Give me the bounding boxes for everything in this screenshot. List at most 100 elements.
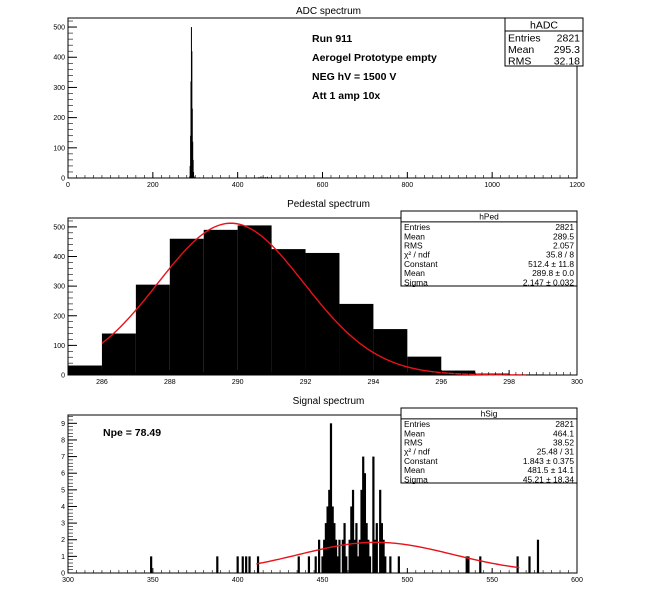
y-tick-label: 9 [61, 421, 65, 428]
y-tick-label: 300 [53, 85, 65, 92]
histogram-bar [248, 556, 251, 573]
x-tick-label: 500 [401, 577, 413, 584]
histogram-bar [365, 523, 368, 573]
fit-curve [256, 541, 520, 569]
histogram-bar [314, 556, 317, 573]
histogram-bar [345, 556, 348, 573]
stats-box [400, 210, 578, 287]
x-tick-label: 298 [503, 379, 515, 386]
x-tick-label: 292 [300, 379, 312, 386]
stats-label: RMS [404, 241, 423, 251]
histogram-bar [397, 556, 400, 573]
histogram-bar [135, 284, 170, 375]
stats-box [504, 17, 584, 67]
histogram-bar [236, 556, 239, 573]
stats-label: χ² / ndf [404, 250, 430, 260]
histogram-bar [351, 489, 355, 573]
y-tick-label: 2 [61, 537, 65, 544]
stats-value: 25.48 / 31 [537, 447, 575, 457]
stats-value: 295.3 [554, 44, 580, 56]
histogram-bar [360, 489, 363, 573]
stats-value: 464.1 [553, 428, 574, 438]
y-tick-label: 7 [61, 454, 65, 461]
stats-label: Sigma [404, 277, 428, 287]
histogram-bar [372, 456, 375, 573]
stats-value: 289.5 [553, 231, 574, 241]
stats-value: 38.52 [553, 438, 574, 448]
y-tick-label: 400 [53, 254, 65, 261]
histogram-bar [348, 539, 351, 573]
histogram-bar [245, 556, 248, 573]
histogram-bar [465, 556, 468, 573]
histogram-bar [331, 506, 334, 573]
histogram-bar [256, 556, 260, 573]
chart-title: Pedestal spectrum [287, 199, 370, 210]
histogram-bar [307, 556, 311, 573]
histogram-bar [358, 539, 361, 573]
y-tick-label: 200 [53, 115, 65, 122]
y-tick-label: 5 [61, 487, 65, 494]
histogram-bar [338, 539, 341, 573]
stats-label: Mean [404, 465, 425, 475]
stats-value: 512.4 ± 11.8 [528, 259, 574, 269]
stats-value: 2.147 ± 0.032 [523, 277, 575, 287]
stats-value: 2821 [555, 222, 574, 232]
histogram-bar [258, 177, 260, 178]
stats-label: Mean [404, 268, 425, 278]
adc-panel: ADC spectrum 0 200 400 600 800 1000 1200 0 100 200… [53, 6, 585, 189]
histogram-bar [169, 238, 204, 375]
histogram-bar [375, 523, 378, 573]
stats-value: 2.057 [553, 241, 574, 251]
histogram-bar [237, 225, 272, 375]
x-tick-label: 286 [96, 379, 108, 386]
histogram-bar [193, 171, 195, 178]
x-tick-label: 800 [401, 182, 413, 189]
stats-label: χ² / ndf [404, 447, 430, 457]
stats-label: Constant [404, 456, 438, 466]
histogram-bar [241, 556, 244, 573]
histogram-bar [193, 176, 195, 178]
histogram-bar [192, 159, 194, 178]
histogram-bar [268, 177, 270, 178]
histogram-bar [341, 539, 344, 573]
annotation-text: Aerogel Prototype empty [312, 52, 437, 64]
histogram-bar [329, 423, 333, 573]
histogram-bar [407, 356, 442, 375]
histogram-bar [326, 506, 329, 573]
histogram-bar [362, 456, 365, 573]
x-tick-label: 200 [147, 182, 159, 189]
histogram-bar [334, 539, 338, 573]
stats-label: Constant [404, 259, 438, 269]
histogram-bar [353, 539, 356, 573]
stats-value: 289.8 ± 0.0 [532, 268, 574, 278]
annotation-text: Npe = 78.49 [103, 427, 161, 439]
stats-label: Mean [404, 428, 425, 438]
x-tick-label: 600 [317, 182, 329, 189]
histogram-bar [264, 177, 266, 178]
histogram-bar [198, 177, 200, 178]
y-tick-label: 8 [61, 437, 65, 444]
histogram-bar [479, 556, 482, 573]
histogram-bar [321, 556, 324, 573]
histogram-bar [380, 523, 383, 573]
histogram-bar [339, 303, 374, 375]
x-tick-label: 300 [571, 379, 583, 386]
fit-curve [101, 222, 527, 376]
y-tick-label: 100 [53, 145, 65, 152]
stats-label: Entries [404, 419, 430, 429]
ped-panel: Pedestal spectrum 286 288 290 292 294 296 298 30… [53, 199, 583, 386]
stats-box [400, 407, 578, 484]
stats-label: RMS [404, 438, 423, 448]
histogram-bar [203, 229, 238, 375]
histogram-bar [305, 252, 340, 375]
histogram-bar [363, 473, 367, 573]
y-tick-label: 500 [53, 224, 65, 231]
histogram-bar [441, 370, 476, 375]
histogram-bar [323, 539, 326, 573]
x-tick-label: 294 [368, 379, 380, 386]
histogram-bar [382, 539, 385, 573]
stats-value: 32.18 [554, 56, 580, 68]
annotation-text: NEG hV = 1500 V [312, 71, 396, 83]
histogram-bar [68, 365, 102, 375]
x-tick-label: 400 [232, 577, 244, 584]
